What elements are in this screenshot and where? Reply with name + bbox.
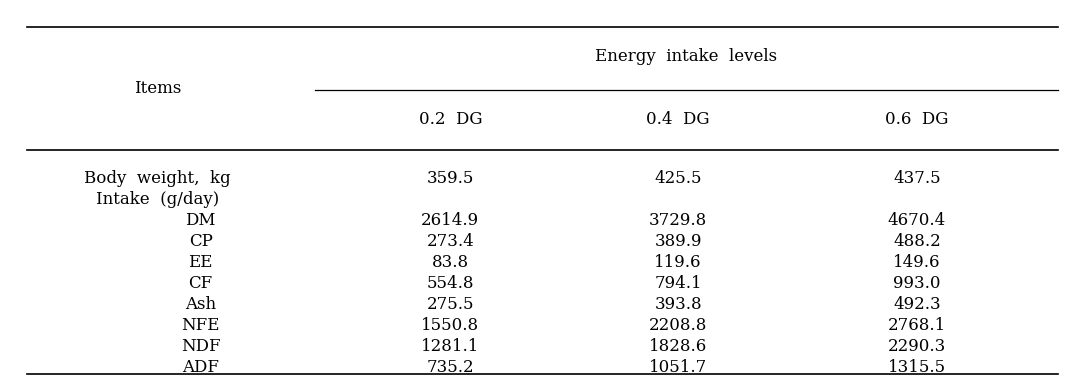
Text: 794.1: 794.1 (654, 275, 702, 292)
Text: Intake  (g/day): Intake (g/day) (95, 191, 219, 208)
Text: Body  weight,  kg: Body weight, kg (84, 170, 231, 187)
Text: 359.5: 359.5 (426, 170, 474, 187)
Text: 4670.4: 4670.4 (888, 212, 946, 229)
Text: 0.4  DG: 0.4 DG (647, 111, 710, 128)
Text: 273.4: 273.4 (426, 233, 474, 250)
Text: ADF: ADF (182, 359, 219, 376)
Text: 2768.1: 2768.1 (888, 317, 946, 334)
Text: 488.2: 488.2 (893, 233, 941, 250)
Text: DM: DM (186, 212, 216, 229)
Text: 993.0: 993.0 (893, 275, 941, 292)
Text: CP: CP (189, 233, 213, 250)
Text: 735.2: 735.2 (426, 359, 474, 376)
Text: Ash: Ash (186, 296, 216, 313)
Text: EE: EE (189, 254, 213, 271)
Text: 2208.8: 2208.8 (649, 317, 707, 334)
Text: 0.2  DG: 0.2 DG (419, 111, 482, 128)
Text: 275.5: 275.5 (426, 296, 474, 313)
Text: 1828.6: 1828.6 (649, 338, 707, 355)
Text: 437.5: 437.5 (893, 170, 941, 187)
Text: 149.6: 149.6 (893, 254, 941, 271)
Text: 393.8: 393.8 (654, 296, 702, 313)
Text: CF: CF (189, 275, 213, 292)
Text: 554.8: 554.8 (426, 275, 474, 292)
Text: Items: Items (133, 80, 181, 97)
Text: 1550.8: 1550.8 (421, 317, 480, 334)
Text: 119.6: 119.6 (654, 254, 702, 271)
Text: 425.5: 425.5 (654, 170, 702, 187)
Text: 3729.8: 3729.8 (649, 212, 707, 229)
Text: 2290.3: 2290.3 (888, 338, 946, 355)
Text: 1281.1: 1281.1 (421, 338, 480, 355)
Text: 492.3: 492.3 (893, 296, 941, 313)
Text: NDF: NDF (181, 338, 220, 355)
Text: 2614.9: 2614.9 (421, 212, 480, 229)
Text: 83.8: 83.8 (432, 254, 469, 271)
Text: 389.9: 389.9 (654, 233, 702, 250)
Text: NFE: NFE (181, 317, 220, 334)
Text: 1051.7: 1051.7 (649, 359, 707, 376)
Text: Energy  intake  levels: Energy intake levels (596, 48, 777, 65)
Text: 0.6  DG: 0.6 DG (885, 111, 948, 128)
Text: 1315.5: 1315.5 (888, 359, 946, 376)
